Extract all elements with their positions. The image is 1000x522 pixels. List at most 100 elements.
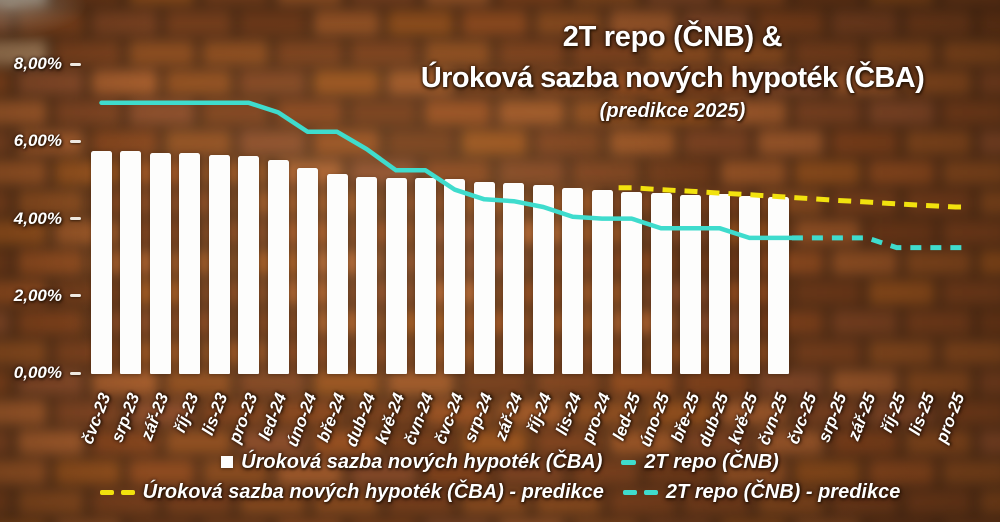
brick — [54, 0, 121, 5]
brick — [905, 430, 972, 455]
brick — [572, 0, 639, 5]
brick — [868, 160, 935, 185]
brick — [979, 310, 1000, 335]
brick — [350, 460, 417, 485]
brick — [720, 520, 787, 522]
chart-title-line1: 2T repo (ČNB) & — [562, 21, 783, 53]
bar — [149, 152, 171, 374]
brick — [831, 310, 898, 335]
y-tick-label: 4,00% — [13, 208, 62, 228]
brick — [0, 220, 47, 245]
brick — [720, 0, 787, 5]
bar — [326, 174, 348, 374]
brick — [794, 160, 861, 185]
y-tick-label: 6,00% — [13, 131, 62, 151]
legend-item-repo: 2T repo (ČNB) — [621, 451, 779, 474]
brick — [0, 430, 10, 455]
brick — [165, 370, 232, 395]
brick — [794, 520, 861, 522]
brick — [424, 400, 491, 425]
brick — [609, 10, 676, 35]
brick — [905, 370, 972, 395]
chart-title-line2: Úroková sazba nových hypoték (ČBA) — [420, 62, 925, 95]
brick — [942, 280, 1000, 305]
brick — [646, 40, 713, 65]
brick — [17, 70, 84, 95]
brick — [0, 160, 47, 185]
brick — [17, 250, 84, 275]
bar — [91, 151, 112, 374]
brick — [794, 0, 861, 5]
brick — [757, 430, 824, 455]
brick — [609, 490, 676, 515]
brick — [979, 130, 1000, 155]
bar — [768, 197, 790, 374]
brick — [572, 400, 639, 425]
brick — [942, 40, 1000, 65]
brick — [683, 10, 750, 35]
brick — [239, 10, 306, 35]
brick — [239, 430, 306, 455]
brick — [461, 70, 528, 95]
brick — [17, 10, 84, 35]
brick — [128, 0, 195, 5]
brick — [979, 370, 1000, 395]
brick — [942, 460, 1000, 485]
brick — [683, 70, 750, 95]
bar — [179, 152, 201, 374]
brick — [165, 10, 232, 35]
brick — [979, 10, 1000, 35]
brick — [794, 400, 861, 425]
y-tick-label: 0,00% — [13, 363, 62, 382]
bar — [297, 167, 319, 374]
dashed-line-marker-icon — [622, 489, 658, 495]
brick — [350, 400, 417, 425]
legend-item-mortgage: Úroková sazba nových hypoték (ČBA) — [221, 451, 602, 474]
brick — [831, 370, 898, 395]
brick — [498, 520, 565, 522]
bar — [562, 188, 584, 374]
brick — [535, 70, 602, 95]
brick — [313, 430, 380, 455]
brick — [757, 250, 824, 275]
brick — [313, 490, 380, 515]
bar — [267, 160, 289, 374]
legend-label: 2T repo (ČNB) - predikce — [665, 480, 901, 503]
brick — [202, 0, 269, 5]
brick — [0, 310, 10, 335]
brick — [905, 130, 972, 155]
brick — [0, 250, 10, 275]
brick — [239, 370, 306, 395]
brick — [276, 0, 343, 5]
brick — [831, 70, 898, 95]
brick — [202, 460, 269, 485]
brick — [0, 0, 47, 5]
brick — [424, 520, 491, 522]
brick — [313, 70, 380, 95]
brick — [831, 430, 898, 455]
bar — [208, 154, 230, 374]
brick — [387, 430, 454, 455]
line-dash-marker-icon — [621, 459, 637, 465]
brick — [276, 460, 343, 485]
brick — [831, 130, 898, 155]
legend-label: Úroková sazba nových hypoték (ČBA) — [241, 450, 603, 473]
brick — [165, 70, 232, 95]
brick — [461, 490, 528, 515]
brick — [757, 310, 824, 335]
bar — [385, 178, 407, 374]
bar — [120, 150, 142, 374]
brick — [54, 520, 121, 522]
brick — [683, 370, 750, 395]
brick — [17, 430, 84, 455]
brick — [54, 460, 121, 485]
brick — [868, 40, 935, 65]
brick — [424, 0, 491, 5]
brick — [535, 490, 602, 515]
brick — [794, 280, 861, 305]
brick — [572, 40, 639, 65]
brick — [572, 520, 639, 522]
brick — [165, 490, 232, 515]
bar — [473, 181, 495, 374]
brick — [757, 370, 824, 395]
